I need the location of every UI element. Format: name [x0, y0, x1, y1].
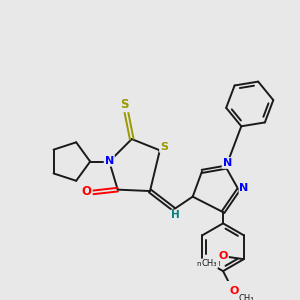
Text: N: N	[105, 156, 114, 166]
Text: N: N	[239, 183, 249, 193]
Text: S: S	[121, 98, 129, 111]
Text: O: O	[82, 184, 92, 197]
Text: O: O	[218, 251, 228, 261]
Text: H: H	[171, 211, 180, 220]
Text: CH₃: CH₃	[238, 294, 254, 300]
Text: S: S	[160, 142, 168, 152]
Text: N: N	[223, 158, 232, 168]
Text: CH₃: CH₃	[202, 259, 217, 268]
Text: O: O	[229, 286, 238, 296]
Text: methyl: methyl	[196, 261, 221, 267]
